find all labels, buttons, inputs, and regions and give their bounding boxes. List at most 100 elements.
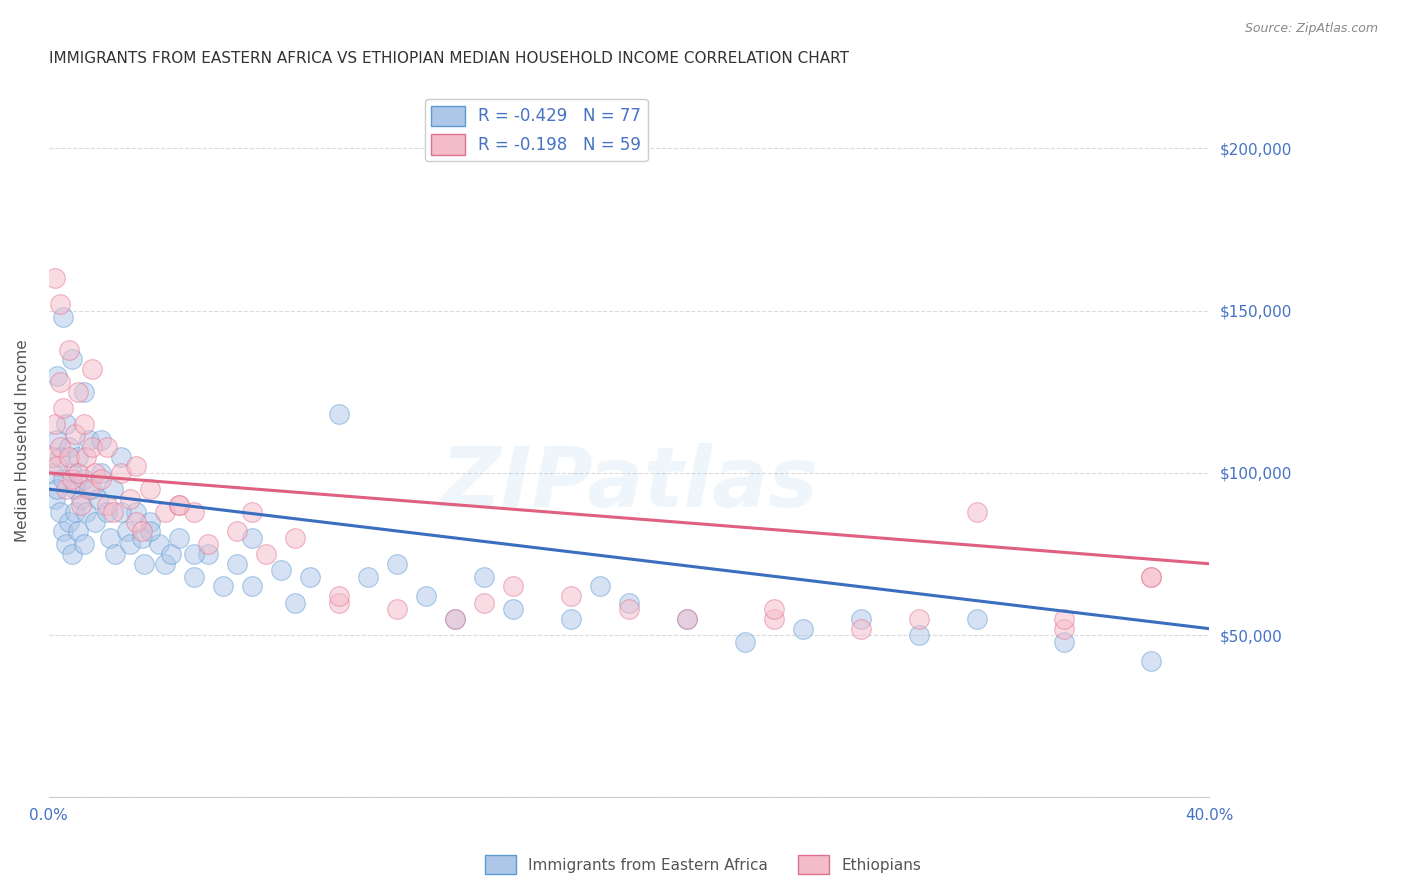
Point — [1140, 654, 1163, 668]
Point — [211, 579, 233, 593]
Point — [55, 482, 77, 496]
Point — [63, 505, 86, 519]
Point — [72, 417, 94, 432]
Point — [131, 531, 153, 545]
Point — [52, 401, 75, 415]
Point — [1053, 634, 1076, 648]
Point — [676, 612, 699, 626]
Legend: Immigrants from Eastern Africa, Ethiopians: Immigrants from Eastern Africa, Ethiopia… — [479, 849, 927, 880]
Point — [148, 537, 170, 551]
Point — [254, 547, 277, 561]
Point — [44, 417, 66, 432]
Point — [444, 612, 467, 626]
Point — [328, 408, 350, 422]
Point — [87, 491, 110, 506]
Point — [153, 557, 176, 571]
Point — [240, 579, 263, 593]
Point — [617, 602, 640, 616]
Point — [82, 362, 104, 376]
Text: Source: ZipAtlas.com: Source: ZipAtlas.com — [1244, 22, 1378, 36]
Point — [98, 531, 121, 545]
Point — [60, 547, 83, 561]
Point — [1053, 612, 1076, 626]
Point — [131, 524, 153, 539]
Point — [153, 505, 176, 519]
Point — [502, 602, 524, 616]
Point — [357, 570, 380, 584]
Point — [159, 547, 181, 561]
Point — [49, 440, 72, 454]
Point — [90, 434, 112, 448]
Point — [240, 505, 263, 519]
Point — [328, 596, 350, 610]
Point — [328, 589, 350, 603]
Point — [226, 524, 249, 539]
Point — [90, 472, 112, 486]
Point — [49, 297, 72, 311]
Point — [75, 505, 97, 519]
Point — [734, 634, 756, 648]
Point — [96, 505, 118, 519]
Point — [49, 450, 72, 464]
Legend: R = -0.429   N = 77, R = -0.198   N = 59: R = -0.429 N = 77, R = -0.198 N = 59 — [425, 99, 648, 161]
Point — [46, 459, 69, 474]
Point — [82, 440, 104, 454]
Point — [60, 352, 83, 367]
Point — [139, 515, 162, 529]
Point — [66, 466, 89, 480]
Point — [52, 310, 75, 325]
Point — [49, 375, 72, 389]
Y-axis label: Median Household Income: Median Household Income — [15, 339, 30, 541]
Point — [66, 524, 89, 539]
Point — [139, 524, 162, 539]
Point — [1053, 622, 1076, 636]
Point — [101, 482, 124, 496]
Point — [966, 505, 988, 519]
Point — [58, 440, 80, 454]
Point — [908, 628, 931, 642]
Point — [41, 450, 63, 464]
Point — [118, 491, 141, 506]
Point — [110, 505, 132, 519]
Text: IMMIGRANTS FROM EASTERN AFRICA VS ETHIOPIAN MEDIAN HOUSEHOLD INCOME CORRELATION : IMMIGRANTS FROM EASTERN AFRICA VS ETHIOP… — [49, 51, 849, 66]
Point — [79, 434, 101, 448]
Point — [52, 472, 75, 486]
Point — [110, 466, 132, 480]
Point — [472, 596, 495, 610]
Point — [560, 612, 582, 626]
Point — [55, 417, 77, 432]
Point — [385, 557, 408, 571]
Point — [90, 466, 112, 480]
Point — [69, 499, 91, 513]
Point — [101, 505, 124, 519]
Point — [96, 499, 118, 513]
Point — [115, 524, 138, 539]
Point — [762, 602, 785, 616]
Point — [966, 612, 988, 626]
Point — [49, 505, 72, 519]
Point — [298, 570, 321, 584]
Point — [169, 499, 191, 513]
Point — [617, 596, 640, 610]
Point — [125, 505, 148, 519]
Point — [46, 368, 69, 383]
Point — [104, 547, 127, 561]
Point — [44, 491, 66, 506]
Point — [169, 499, 191, 513]
Point — [849, 612, 872, 626]
Point — [118, 537, 141, 551]
Point — [197, 537, 219, 551]
Point — [1140, 570, 1163, 584]
Point — [41, 466, 63, 480]
Point — [79, 482, 101, 496]
Point — [66, 450, 89, 464]
Point — [589, 579, 612, 593]
Point — [55, 537, 77, 551]
Point — [197, 547, 219, 561]
Point — [46, 482, 69, 496]
Point — [72, 384, 94, 399]
Point — [82, 482, 104, 496]
Point — [125, 515, 148, 529]
Point — [46, 434, 69, 448]
Point — [183, 505, 205, 519]
